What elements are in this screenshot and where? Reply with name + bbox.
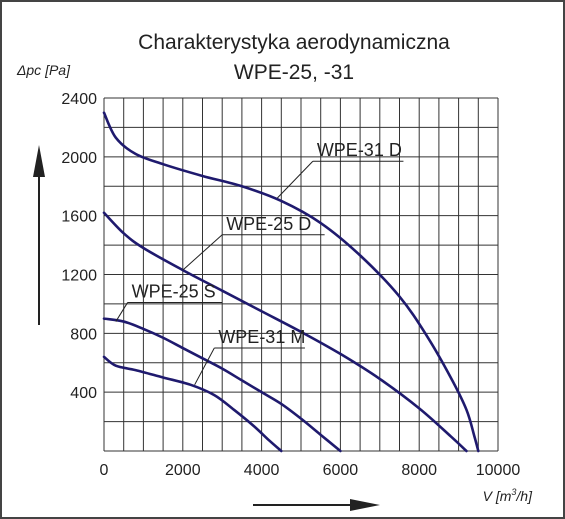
x-tick-label: 6000 [323, 462, 359, 479]
series-line-wpe-25-s [102, 317, 342, 453]
series-labels: WPE-31 D WPE-25 D WPE-25 S WPE-31 M [115, 140, 404, 386]
series-line-wpe-31-m [102, 355, 283, 453]
tick-labels: 0 2000 4000 6000 8000 10000 400 800 1200 1600 2000… [61, 91, 520, 479]
y-tick-label: 2400 [61, 91, 97, 108]
y-tick-label: 2000 [61, 150, 97, 167]
series-label-wpe-25-d: WPE-25 D [226, 214, 311, 234]
series-lines [102, 111, 480, 453]
x-tick-label: 8000 [401, 462, 437, 479]
series-label-wpe-31-m: WPE-31 M [218, 327, 305, 347]
y-tick-label: 1200 [61, 268, 97, 285]
x-tick-label: 2000 [165, 462, 201, 479]
x-axis-label-suffix: /h] [515, 488, 533, 504]
label-leader-wpe-25-d [182, 234, 223, 271]
x-axis-label-sup: 3 [511, 487, 516, 497]
series-label-wpe-25-s: WPE-25 S [132, 281, 216, 301]
x-axis-label: V [m3/h] [483, 487, 533, 504]
label-leader-wpe-31-d [277, 160, 314, 199]
label-leader-wpe-31-m [194, 347, 215, 386]
y-tick-label: 1600 [61, 209, 97, 226]
x-tick-label: 10000 [476, 462, 521, 479]
y-axis-arrow [33, 145, 45, 325]
series-line-wpe-25-d [102, 211, 468, 453]
x-axis-arrow [253, 499, 380, 511]
label-leader-wpe-25-s [115, 302, 129, 322]
grid [103, 97, 499, 452]
chart-title: Charakterystyka aerodynamiczna [138, 31, 450, 54]
x-tick-label: 0 [100, 462, 109, 479]
y-tick-label: 800 [70, 326, 97, 343]
y-tick-label: 400 [70, 385, 97, 402]
x-tick-label: 4000 [244, 462, 280, 479]
series-line-wpe-31-d [102, 111, 480, 453]
x-axis-label-prefix: V [m [483, 488, 512, 504]
y-axis-label: Δpc [Pa] [16, 62, 71, 78]
series-label-wpe-31-d: WPE-31 D [317, 140, 402, 160]
chart-subtitle: WPE-25, -31 [234, 61, 354, 84]
